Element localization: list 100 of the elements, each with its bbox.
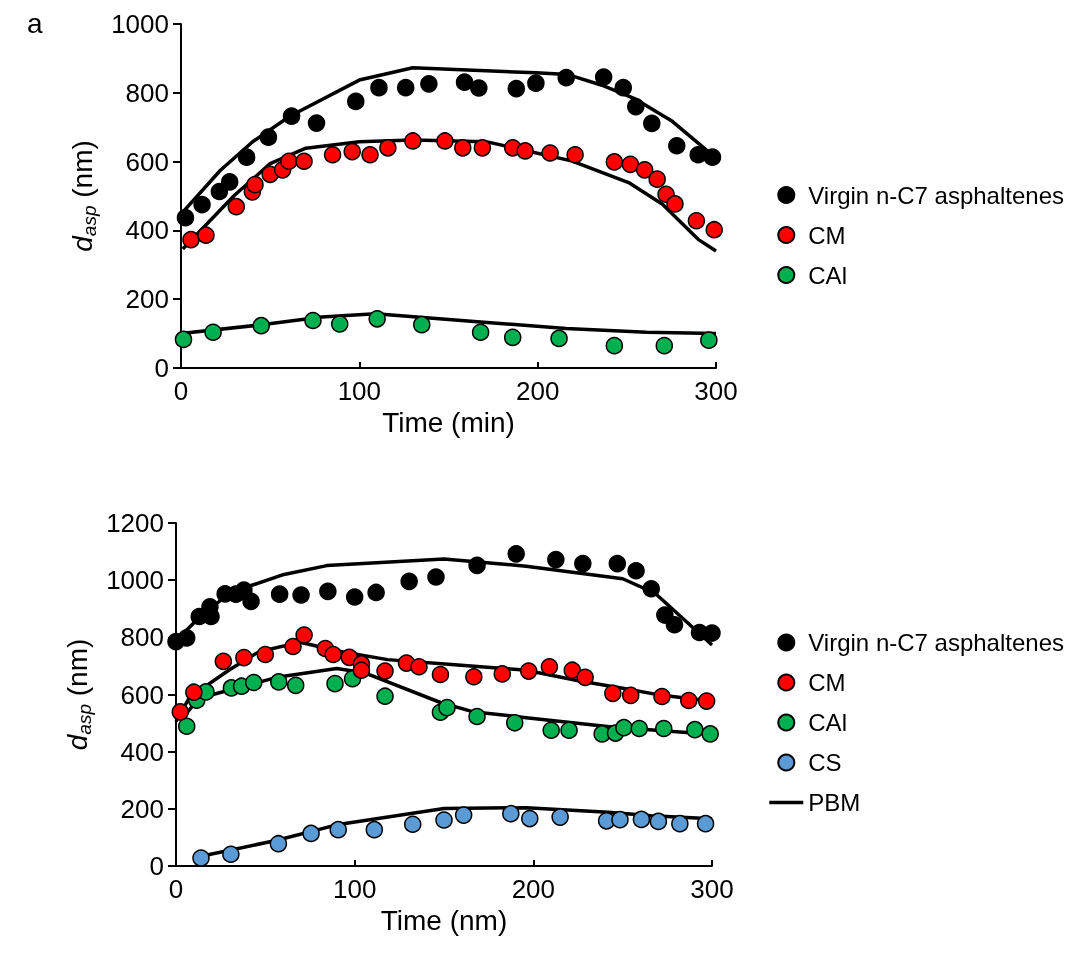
point bbox=[632, 810, 651, 829]
point bbox=[503, 328, 522, 347]
point bbox=[643, 114, 661, 133]
point bbox=[420, 75, 438, 93]
point bbox=[270, 673, 288, 691]
point bbox=[493, 665, 511, 683]
x-tick-label: 300 bbox=[694, 376, 738, 406]
point bbox=[594, 68, 613, 86]
point bbox=[304, 311, 322, 330]
y-tick-label: 600 bbox=[120, 679, 164, 710]
x-axis-title: Time (nm) bbox=[380, 905, 508, 937]
y-tick-label: 1000 bbox=[106, 565, 164, 596]
point bbox=[438, 698, 456, 717]
point bbox=[413, 315, 431, 334]
point bbox=[680, 691, 698, 710]
point bbox=[404, 132, 422, 150]
point bbox=[427, 568, 445, 586]
point bbox=[648, 170, 666, 188]
y-tick-label: 800 bbox=[125, 77, 169, 108]
y-tick-label: 400 bbox=[125, 215, 169, 246]
point bbox=[700, 331, 718, 349]
point bbox=[653, 687, 671, 706]
point bbox=[307, 114, 326, 132]
point bbox=[516, 142, 534, 160]
point bbox=[329, 820, 347, 839]
point bbox=[214, 652, 233, 671]
y-tick-label: 1000 bbox=[111, 9, 169, 39]
legend-label: CM bbox=[808, 221, 846, 249]
point bbox=[473, 139, 492, 157]
y-tick-label: 200 bbox=[120, 793, 164, 824]
point bbox=[686, 720, 704, 739]
point bbox=[471, 323, 490, 341]
point bbox=[295, 626, 313, 644]
point bbox=[192, 849, 210, 867]
point bbox=[506, 714, 524, 732]
point bbox=[560, 721, 578, 739]
point bbox=[668, 137, 686, 155]
legend-label: CAl bbox=[808, 261, 847, 289]
point bbox=[222, 845, 240, 864]
point bbox=[614, 78, 633, 97]
point bbox=[193, 195, 211, 214]
point bbox=[323, 145, 342, 164]
y-tick-label: 0 bbox=[154, 353, 169, 383]
point bbox=[665, 616, 684, 634]
point bbox=[252, 316, 270, 335]
legend-label: PBM bbox=[808, 789, 861, 816]
point bbox=[697, 692, 716, 710]
point bbox=[621, 686, 640, 705]
point bbox=[404, 815, 422, 834]
point bbox=[269, 834, 288, 853]
point bbox=[615, 718, 633, 737]
point bbox=[177, 629, 196, 647]
point bbox=[376, 687, 394, 705]
point bbox=[197, 226, 215, 244]
point bbox=[256, 645, 275, 664]
point bbox=[185, 683, 203, 701]
y-tick-label: 200 bbox=[125, 284, 169, 315]
point bbox=[454, 806, 473, 824]
point bbox=[182, 230, 200, 249]
point bbox=[465, 668, 483, 686]
point bbox=[655, 719, 673, 738]
y-tick-label: 600 bbox=[125, 146, 169, 177]
x-tick-label: 200 bbox=[511, 874, 556, 904]
point bbox=[330, 315, 349, 333]
point bbox=[604, 684, 622, 703]
point bbox=[220, 173, 239, 191]
point bbox=[174, 330, 193, 349]
point bbox=[701, 725, 719, 743]
x-tick-label: 300 bbox=[690, 874, 734, 904]
point bbox=[286, 676, 305, 695]
point bbox=[368, 310, 386, 328]
point bbox=[379, 139, 397, 157]
point bbox=[557, 68, 575, 87]
x-tick-label: 100 bbox=[332, 874, 377, 904]
point bbox=[507, 545, 525, 563]
point bbox=[705, 220, 723, 239]
point bbox=[319, 582, 337, 601]
point bbox=[527, 74, 545, 92]
point bbox=[656, 606, 674, 624]
point bbox=[376, 662, 394, 680]
point bbox=[282, 107, 301, 125]
point bbox=[302, 824, 320, 843]
point bbox=[507, 79, 526, 98]
point bbox=[431, 665, 450, 684]
legend-label: CS bbox=[808, 749, 842, 776]
point bbox=[410, 658, 428, 676]
point bbox=[345, 588, 364, 606]
point bbox=[687, 212, 706, 230]
point bbox=[246, 175, 264, 194]
point bbox=[396, 78, 415, 97]
legend-label: CAl bbox=[808, 709, 847, 736]
y-tick-label: 0 bbox=[149, 851, 164, 881]
point bbox=[270, 585, 289, 603]
point bbox=[280, 152, 298, 170]
point bbox=[635, 161, 654, 179]
point bbox=[242, 592, 260, 611]
point bbox=[244, 673, 263, 692]
x-tick-label: 200 bbox=[515, 376, 560, 406]
point bbox=[630, 719, 649, 738]
point bbox=[455, 73, 474, 91]
